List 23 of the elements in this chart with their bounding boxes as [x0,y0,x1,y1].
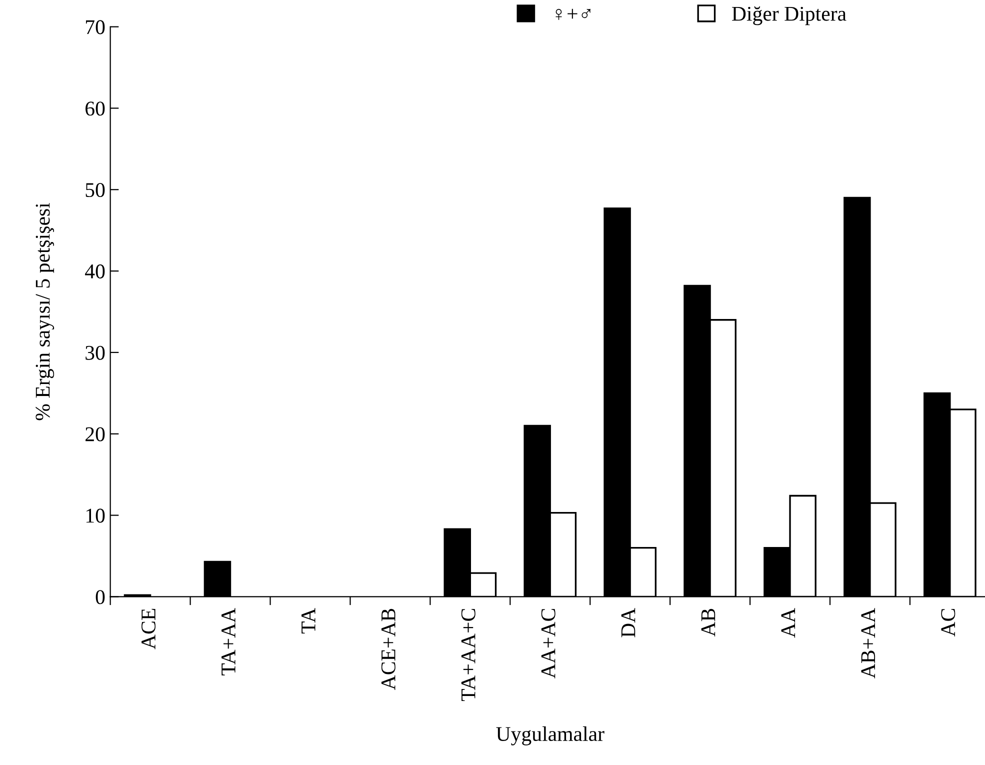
x-tick-label: TA [301,608,316,634]
y-tick-label: 0 [96,590,105,604]
legend-label: Diğer Diptera [732,6,846,26]
y-axis-title: % Ergin sayısı/ 5 petşişesi [36,202,54,420]
x-tick-label: AC [941,608,956,637]
y-tick-label: 60 [86,102,105,116]
legend-label: ♀+♂ [556,8,590,20]
y-tick-label: 20 [86,427,105,442]
x-tick-label: TA+AA+C [461,608,476,702]
y-tick-label: 30 [86,346,105,360]
y-tick-label: 70 [86,20,105,34]
y-tick-label: 50 [86,182,105,198]
x-axis-title: Uygulamalar [496,726,604,746]
x-tick-label: AB+AA [861,608,876,678]
y-tick-label: 40 [85,264,105,278]
x-tick-label: ACE [142,608,156,650]
y-tick-label: 10 [86,508,105,523]
x-tick-label: AB [701,608,716,637]
x-tick-label: DA [621,608,636,638]
x-tick-label: ACE+AB [381,608,396,690]
x-tick-label: AA+AC [541,608,556,678]
x-tick-label: TA+AA [222,608,236,676]
x-tick-label: AA [781,608,796,638]
